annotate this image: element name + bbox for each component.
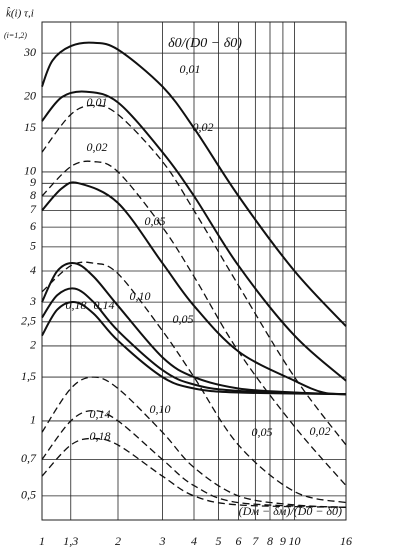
x-axis-label: (Dм − δм)/(D0 − δ0) [239, 504, 342, 518]
curve-label: 0,14 [90, 407, 111, 421]
curve-label: 0,02 [193, 120, 214, 134]
curve-label: 0,10 [130, 289, 151, 303]
curve-label: 0,05 [173, 312, 194, 326]
y-tick-label: 9 [30, 175, 36, 189]
y-tick-label: 3 [29, 294, 36, 308]
x-tick-label: 1,3 [63, 534, 78, 548]
curve-label: 0,02 [87, 140, 108, 154]
curve-label: 0,01 [180, 62, 201, 76]
x-tick-label: 16 [340, 534, 352, 548]
curve-label: 0,18 [66, 298, 87, 312]
solid-curve [41, 262, 347, 396]
x-tick-label: 2 [115, 534, 121, 548]
x-tick-label: 8 [267, 534, 273, 548]
curve-label: 0,05 [252, 425, 273, 439]
y-tick-label: 1,5 [21, 369, 36, 383]
curve-label: 0,05 [145, 214, 166, 228]
solid-curve [41, 181, 347, 396]
dashed-curve [41, 261, 347, 504]
x-tick-label: 1 [39, 534, 45, 548]
x-tick-label: 9 [280, 534, 286, 548]
y-tick-label: 4 [30, 263, 36, 277]
x-tick-label: 4 [191, 534, 197, 548]
x-tick-label: 7 [252, 534, 259, 548]
y-tick-label: 5 [30, 239, 36, 253]
dashed-curve [41, 376, 347, 508]
solid-curve [41, 301, 347, 396]
curve-label: 0,10 [150, 402, 171, 416]
y-tick-label: 2 [30, 338, 36, 352]
y-tick-label: 7 [30, 202, 37, 216]
curve-parameter-title: δ0/(D0 − δ0) [168, 36, 242, 51]
y-tick-label: 30 [23, 45, 36, 59]
y-tick-label: 2,5 [21, 314, 36, 328]
x-tick-label: 10 [288, 534, 300, 548]
dashed-curve [41, 104, 347, 446]
solid-curve [41, 287, 347, 396]
y-tick-label: 10 [24, 164, 36, 178]
solid-curve [41, 90, 347, 382]
curve-label: 0,14 [94, 298, 115, 312]
x-tick-label: 6 [235, 534, 241, 548]
dashed-curve [41, 437, 347, 508]
y-tick-label: 6 [30, 219, 36, 233]
curve-label: 0,01 [87, 95, 108, 109]
y-axis-label: k̂(i) τ,i [6, 6, 34, 19]
y-tick-label: 8 [30, 188, 36, 202]
y-tick-label: 20 [24, 89, 36, 103]
dashed-curve [41, 409, 347, 508]
dashed-curve [41, 160, 347, 487]
curve-label: 0,18 [90, 429, 111, 443]
x-tick-label: 3 [158, 534, 165, 548]
y-axis-note: (i=1,2) [4, 31, 27, 40]
y-tick-label: 0,5 [21, 488, 36, 502]
solid-curve [41, 41, 347, 327]
y-tick-label: 1 [30, 413, 36, 427]
y-tick-label: 15 [24, 120, 36, 134]
curve-label: 0,02 [310, 424, 331, 438]
y-tick-label: 0,7 [21, 451, 37, 465]
x-tick-label: 5 [215, 534, 221, 548]
